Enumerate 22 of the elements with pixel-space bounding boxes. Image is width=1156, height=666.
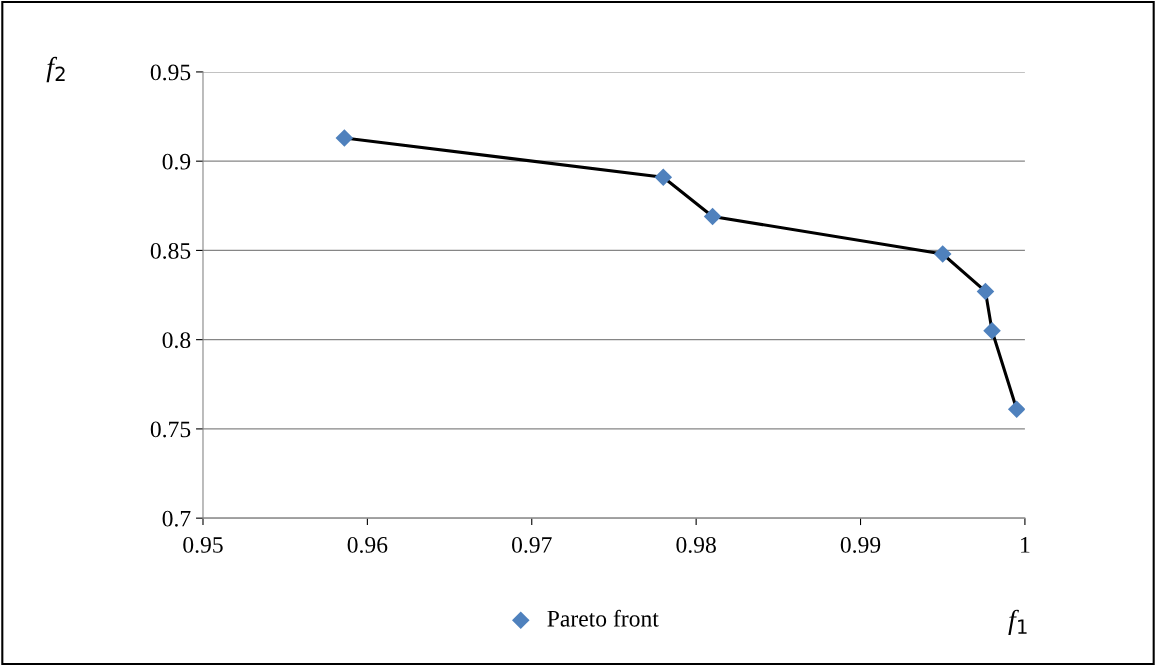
point [335,129,354,147]
y-tick-label: 0.7 [162,510,191,527]
y-tick-label: 0.8 [162,332,191,349]
point [703,207,722,226]
x-tick-label: 1 [1021,537,1030,553]
y-tick-label: 0.85 [150,242,191,259]
x-tick-label: 0.98 [676,536,716,553]
x-axis-title: f$_{1}$ [1008,609,1027,636]
x-tick-label: 0.95 [183,536,223,553]
y-tick-label: 0.95 [150,64,191,81]
point [654,168,673,187]
point [1007,400,1025,419]
y-axis-title: f$_{2}$ [46,56,65,83]
x-tick-label: 0.99 [840,536,881,553]
x-tick-label: 0.96 [347,536,388,553]
point [983,321,1001,340]
y-tick-label: 0.9 [162,153,191,170]
x-tick-label: 0.97 [512,536,552,553]
legend-label: Pareto front [547,609,659,627]
point [976,282,995,301]
y-tick-label: 0.75 [150,421,191,438]
point [933,245,952,263]
